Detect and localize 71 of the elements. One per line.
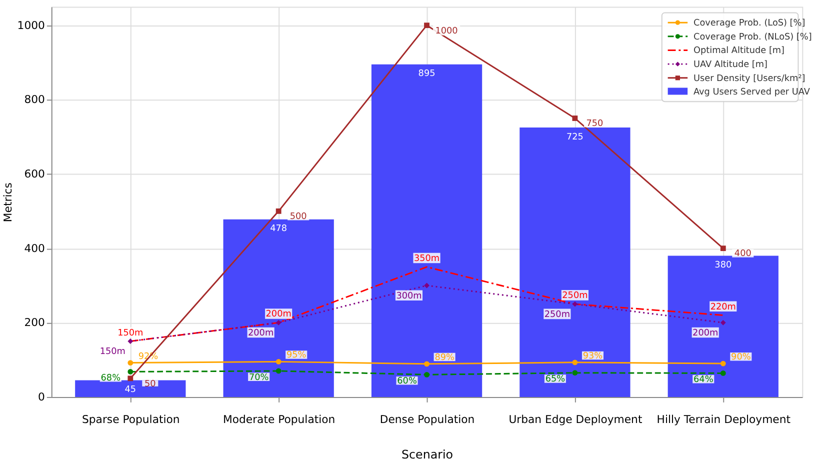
data-label: 300m <box>396 291 422 302</box>
data-label: 70% <box>248 372 269 383</box>
bar <box>668 256 778 397</box>
point <box>720 370 726 376</box>
point <box>128 369 134 374</box>
bar <box>520 128 630 397</box>
point <box>720 320 726 326</box>
y-tick-label: 600 <box>24 167 46 180</box>
legend-label: User Density [Users/km²] <box>694 74 806 84</box>
data-label: 725 <box>566 132 584 142</box>
x-tick-label: Dense Population <box>380 413 475 426</box>
point <box>572 360 578 366</box>
legend-label: Optimal Altitude [m] <box>694 46 785 56</box>
point <box>720 246 726 252</box>
legend-label: Avg Users Served per UAV <box>694 88 810 98</box>
data-label: 380 <box>714 260 732 271</box>
y-axis-title: Metrics <box>1 182 14 222</box>
data-label: 478 <box>270 224 288 234</box>
x-tick-label: Urban Edge Deployment <box>508 413 642 426</box>
y-tick-label: 200 <box>24 316 46 330</box>
data-label: 65% <box>545 374 566 385</box>
point <box>276 320 282 326</box>
legend-label: UAV Altitude [m] <box>694 60 768 70</box>
point <box>424 372 430 378</box>
data-label: 750 <box>586 119 604 130</box>
data-label: 250m <box>544 310 570 320</box>
x-tick-label: Sparse Population <box>82 413 180 426</box>
bar <box>223 219 334 397</box>
point <box>128 376 134 382</box>
y-tick-label: 800 <box>24 93 46 106</box>
point <box>128 360 134 366</box>
point <box>572 370 578 376</box>
data-label: 250m <box>562 291 588 302</box>
data-label: 95% <box>286 350 306 361</box>
data-label: 90% <box>731 352 751 363</box>
data-label: 1000 <box>435 26 458 36</box>
data-label: 93% <box>582 351 603 362</box>
data-label: 68% <box>100 374 121 384</box>
bar <box>75 380 186 397</box>
x-tick-label: Hilly Terrain Deployment <box>656 413 790 426</box>
point <box>276 208 282 214</box>
y-tick-label: 0 <box>38 390 46 404</box>
point <box>572 301 578 307</box>
bar <box>371 64 482 397</box>
data-label: 500 <box>290 212 308 222</box>
point <box>572 116 578 121</box>
data-label: 200m <box>692 328 718 338</box>
legend-label: Coverage Prob. (NLoS) [%] <box>694 32 812 42</box>
point <box>128 338 134 344</box>
data-label: 350m <box>414 254 440 264</box>
data-label: 400 <box>734 249 752 260</box>
data-label: 200m <box>248 328 274 338</box>
data-label: 60% <box>397 376 417 387</box>
x-axis-title: Scenario <box>402 448 454 462</box>
y-tick-label: 1000 <box>17 18 46 32</box>
data-label: 64% <box>694 375 714 386</box>
point <box>276 358 282 364</box>
data-label: 895 <box>418 69 436 80</box>
data-label: 150m <box>100 347 126 358</box>
y-tick-label: 400 <box>24 242 46 255</box>
point <box>720 360 726 366</box>
data-label: 45 <box>124 385 136 396</box>
data-label: 150m <box>118 328 144 338</box>
point <box>424 22 430 28</box>
data-label: 89% <box>434 352 454 363</box>
point <box>424 361 430 367</box>
x-tick-label: Moderate Population <box>223 413 336 426</box>
data-label: 200m <box>266 310 292 320</box>
point <box>276 368 282 374</box>
data-label: 220m <box>710 302 736 312</box>
legend-label: Coverage Prob. (LoS) [%] <box>694 18 806 29</box>
